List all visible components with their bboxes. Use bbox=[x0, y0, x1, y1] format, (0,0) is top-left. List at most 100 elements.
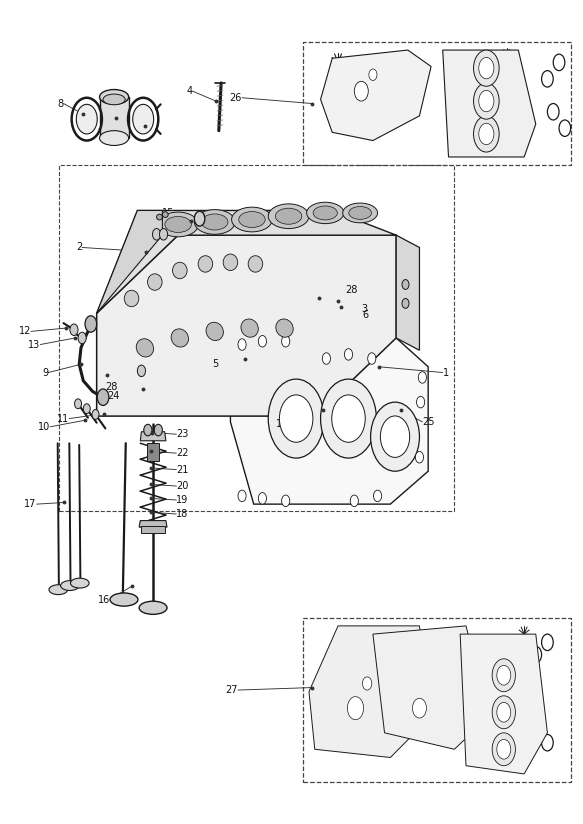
Circle shape bbox=[153, 228, 161, 240]
Circle shape bbox=[473, 83, 499, 119]
Circle shape bbox=[133, 105, 154, 134]
Circle shape bbox=[238, 490, 246, 502]
Circle shape bbox=[332, 395, 365, 442]
Ellipse shape bbox=[241, 319, 258, 337]
Polygon shape bbox=[147, 443, 159, 461]
Ellipse shape bbox=[157, 214, 163, 220]
Circle shape bbox=[160, 228, 168, 240]
Circle shape bbox=[97, 389, 109, 405]
Ellipse shape bbox=[100, 131, 129, 146]
Ellipse shape bbox=[248, 255, 263, 272]
Circle shape bbox=[154, 424, 163, 436]
Ellipse shape bbox=[198, 255, 213, 272]
Ellipse shape bbox=[349, 207, 371, 219]
Text: 11: 11 bbox=[57, 414, 69, 424]
Circle shape bbox=[492, 658, 515, 691]
Text: 28: 28 bbox=[345, 285, 357, 295]
Ellipse shape bbox=[223, 254, 238, 270]
Circle shape bbox=[76, 105, 97, 134]
Text: 9: 9 bbox=[42, 368, 48, 377]
Text: 24: 24 bbox=[107, 391, 120, 400]
Ellipse shape bbox=[71, 578, 89, 588]
Circle shape bbox=[497, 739, 511, 759]
Text: 12: 12 bbox=[19, 326, 31, 336]
Polygon shape bbox=[100, 97, 129, 138]
Circle shape bbox=[479, 124, 494, 145]
Ellipse shape bbox=[173, 262, 187, 279]
Circle shape bbox=[144, 424, 152, 436]
Text: 10: 10 bbox=[38, 422, 50, 432]
Circle shape bbox=[347, 696, 364, 719]
Text: 14: 14 bbox=[276, 419, 289, 429]
Circle shape bbox=[374, 490, 382, 502]
Text: 8: 8 bbox=[146, 110, 152, 119]
Circle shape bbox=[138, 365, 146, 377]
Circle shape bbox=[371, 402, 419, 471]
Circle shape bbox=[479, 58, 494, 79]
Polygon shape bbox=[97, 235, 396, 416]
Circle shape bbox=[85, 316, 97, 332]
Polygon shape bbox=[97, 210, 163, 313]
Circle shape bbox=[416, 396, 424, 408]
Ellipse shape bbox=[268, 204, 309, 228]
Text: 19: 19 bbox=[176, 495, 188, 505]
Circle shape bbox=[497, 702, 511, 722]
Circle shape bbox=[279, 395, 313, 442]
Circle shape bbox=[473, 116, 499, 152]
Text: 1: 1 bbox=[442, 368, 449, 377]
Ellipse shape bbox=[275, 208, 302, 224]
Circle shape bbox=[238, 339, 246, 350]
Text: 27: 27 bbox=[226, 685, 238, 695]
Ellipse shape bbox=[100, 90, 129, 105]
Text: 2: 2 bbox=[76, 242, 82, 252]
Circle shape bbox=[402, 298, 409, 308]
Ellipse shape bbox=[124, 290, 139, 307]
Text: 7: 7 bbox=[114, 101, 120, 111]
Text: 3: 3 bbox=[361, 304, 367, 314]
Ellipse shape bbox=[165, 217, 191, 232]
Circle shape bbox=[282, 335, 290, 347]
Text: 6: 6 bbox=[363, 310, 368, 320]
Polygon shape bbox=[142, 526, 165, 533]
Ellipse shape bbox=[158, 212, 198, 236]
Polygon shape bbox=[97, 210, 396, 313]
Text: 21: 21 bbox=[176, 465, 189, 475]
Ellipse shape bbox=[163, 212, 168, 218]
Polygon shape bbox=[321, 50, 431, 141]
Circle shape bbox=[268, 379, 324, 458]
Ellipse shape bbox=[313, 206, 338, 220]
Text: 13: 13 bbox=[28, 339, 40, 349]
Circle shape bbox=[258, 493, 266, 504]
Circle shape bbox=[415, 452, 423, 463]
Text: 8: 8 bbox=[57, 99, 64, 109]
Text: 26: 26 bbox=[230, 93, 242, 103]
Ellipse shape bbox=[49, 585, 68, 595]
Ellipse shape bbox=[136, 339, 153, 357]
Polygon shape bbox=[309, 626, 431, 757]
Text: 4: 4 bbox=[187, 87, 192, 96]
Circle shape bbox=[92, 410, 99, 419]
Text: 28: 28 bbox=[105, 382, 117, 392]
Ellipse shape bbox=[139, 602, 167, 615]
Text: 16: 16 bbox=[98, 595, 110, 605]
Circle shape bbox=[350, 495, 359, 507]
Ellipse shape bbox=[194, 209, 235, 234]
Polygon shape bbox=[141, 432, 166, 441]
Circle shape bbox=[413, 698, 426, 718]
Circle shape bbox=[492, 733, 515, 765]
Polygon shape bbox=[139, 521, 167, 527]
Circle shape bbox=[345, 349, 353, 360]
Text: 5: 5 bbox=[213, 359, 219, 369]
Circle shape bbox=[368, 353, 376, 364]
Text: 23: 23 bbox=[176, 429, 189, 439]
Circle shape bbox=[75, 399, 82, 409]
Circle shape bbox=[83, 404, 90, 414]
Circle shape bbox=[194, 211, 205, 226]
Circle shape bbox=[363, 677, 372, 690]
Polygon shape bbox=[230, 338, 428, 504]
Ellipse shape bbox=[231, 207, 272, 232]
Text: 18: 18 bbox=[176, 509, 188, 519]
Ellipse shape bbox=[206, 322, 223, 340]
Circle shape bbox=[402, 279, 409, 289]
Ellipse shape bbox=[61, 581, 79, 591]
